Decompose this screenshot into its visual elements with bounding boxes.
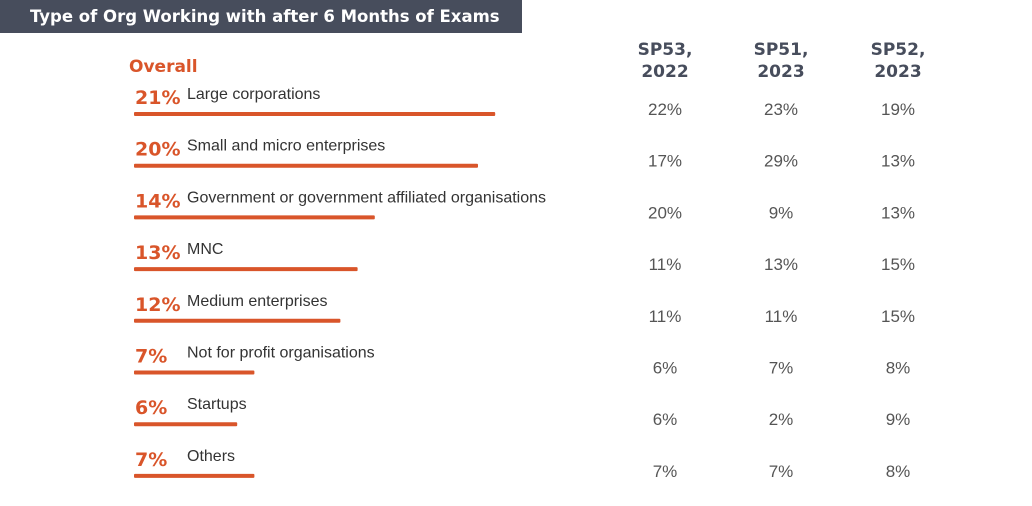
category-label: Medium enterprises [187,293,328,310]
series-value-label: 7% [769,462,794,481]
series-value-label: 6% [653,410,678,429]
series-value-label: 11% [765,307,798,326]
column-header-line1: SP51, [753,40,809,60]
series-value-label: 11% [649,255,682,274]
overall-percent-label: 21% [135,87,180,109]
overall-label: Overall [129,57,198,77]
category-label: Large corporations [187,86,320,103]
series-value-label: 15% [881,255,915,274]
series-value-label: 17% [648,152,682,171]
series-value-label: 19% [881,100,915,119]
series-value-label: 13% [764,255,798,274]
column-header-sp51-2023: SP51, 2023 [736,39,826,83]
series-value-label: 13% [881,203,915,222]
overall-percent-label: 12% [135,294,180,316]
series-value-label: 22% [648,100,682,119]
series-value-label: 7% [769,359,794,378]
category-label: MNC [187,241,223,258]
overall-percent-label: 7% [135,346,167,368]
overall-percent-label: 14% [135,190,180,212]
series-value-label: 6% [653,359,678,378]
series-value-label: 8% [886,462,911,481]
overall-bar [134,163,478,168]
overall-percent-label: 13% [135,242,180,264]
overall-bar [134,267,358,272]
column-header-line1: SP53, [637,40,693,60]
column-header-line1: SP52, [870,40,926,60]
overall-percent-label: 6% [135,397,167,419]
column-header-line2: 2023 [874,62,922,82]
overall-percent-label: 20% [135,139,180,161]
category-label: Others [187,448,235,465]
series-value-label: 15% [881,307,915,326]
series-value-label: 20% [648,203,682,222]
series-value-label: 9% [886,410,911,429]
overall-percent-label: 7% [135,449,167,471]
overall-bar [134,370,255,375]
series-value-label: 8% [886,359,911,378]
column-header-sp52-2023: SP52, 2023 [853,39,943,83]
category-label: Small and micro enterprises [187,138,385,155]
category-label: Startups [187,396,247,413]
series-value-label: 7% [653,462,678,481]
series-value-label: 9% [769,203,794,222]
column-header-sp53-2022: SP53, 2022 [620,39,710,83]
overall-bar [134,215,375,220]
overall-bar [134,112,496,116]
series-value-label: 13% [881,152,915,171]
series-value-label: 29% [764,152,798,171]
series-value-label: 2% [769,410,794,429]
series-value-label: 23% [764,100,798,119]
overall-bar [134,422,238,427]
series-value-label: 11% [649,307,682,326]
category-label: Not for profit organisations [187,345,375,362]
column-header-line2: 2022 [641,62,689,82]
column-header-line2: 2023 [757,62,805,82]
category-label: Government or government affiliated orga… [187,189,546,206]
overall-bar [134,318,341,323]
chart-title: Type of Org Working with after 6 Months … [0,0,522,33]
overall-bar [134,473,255,478]
